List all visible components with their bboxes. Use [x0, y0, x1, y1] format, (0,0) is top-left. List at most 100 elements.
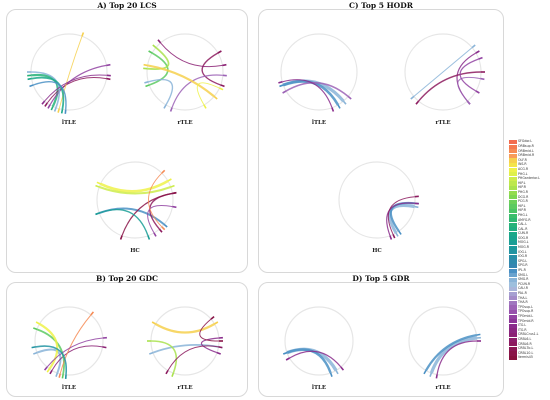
legend-item: ORBsup.R — [509, 144, 550, 150]
region-node-tick — [285, 357, 290, 361]
legend-item: ORBmid.R — [509, 153, 550, 159]
legend-label: ORBmid.L — [518, 148, 534, 153]
region-node-tick — [143, 63, 148, 67]
legend-label: HIP.L — [518, 180, 526, 185]
connection-arc — [199, 318, 220, 342]
legend-swatch — [509, 277, 517, 282]
legend-swatch — [509, 149, 517, 154]
legend-item: TPOsup.L — [509, 305, 550, 310]
region-node-tick — [410, 95, 415, 100]
legend-item: TPOsup.R — [509, 309, 550, 315]
region-node-tick — [41, 100, 46, 105]
connection-arc — [201, 52, 221, 86]
circle-group-label: rTLE — [177, 385, 192, 391]
legend-swatch — [509, 190, 517, 195]
circle-group-label: rTLE — [177, 120, 192, 126]
legend-swatch — [509, 218, 517, 223]
region-node-tick — [153, 232, 157, 237]
legend-item: PHGanterior.L — [509, 176, 550, 182]
circle-d-ltle: lTLE — [283, 306, 354, 391]
connection-arc — [282, 79, 333, 108]
legend-item: PAL.R — [509, 291, 550, 297]
panel-title-a: A) Top 20 LCS — [97, 1, 157, 10]
legend-swatch — [509, 328, 517, 333]
legend-swatch — [509, 208, 517, 214]
circle-ring — [150, 306, 220, 376]
circle-a-rtle: rTLE — [143, 33, 227, 126]
legend-item: CRBLCrus1.L — [509, 332, 550, 338]
legend-item: SMG.L — [509, 273, 550, 278]
legend-label: HIP.R — [518, 185, 526, 190]
region-node-tick — [171, 372, 175, 377]
legend-swatch — [509, 332, 517, 338]
legend-label: TPOsup.L — [518, 304, 533, 309]
region-node-tick — [57, 108, 60, 113]
region-node-tick — [152, 44, 157, 49]
region-node-tick — [35, 321, 40, 325]
region-node-tick — [414, 205, 419, 209]
region-color-legend: SFGdor.L ORBsup.R ORBmid.L ORBmid.R OLF.R INS… — [509, 139, 550, 361]
legend-swatch — [509, 199, 517, 204]
region-node-tick — [55, 372, 59, 377]
connection-arc — [160, 42, 223, 68]
legend-item: SFGdor.L — [509, 139, 550, 145]
region-node-tick — [49, 370, 53, 375]
circle-ring — [280, 33, 358, 111]
connection-arc — [285, 81, 349, 98]
region-node-tick — [161, 169, 166, 174]
legend-item: CRBL6.L — [509, 337, 550, 343]
connection-arc — [51, 345, 103, 371]
circle-group-label: lTLE — [312, 385, 326, 391]
legend-swatch — [509, 291, 517, 296]
circle-group-label: rTLE — [435, 385, 450, 391]
region-node-tick — [158, 228, 163, 233]
legend-item: CAU.R — [509, 286, 550, 292]
region-node-tick — [283, 351, 288, 355]
legend-label: CRBL7b.L — [518, 346, 534, 351]
panel-b-graphics: lTLE rTLE — [31, 306, 223, 391]
connection-arc — [425, 334, 477, 371]
region-node-tick — [119, 235, 123, 240]
region-node-tick — [214, 321, 219, 325]
legend-swatch — [509, 250, 517, 255]
region-node-tick — [475, 90, 480, 94]
connection-arc — [200, 337, 219, 354]
panel-title-d: D) Top 5 GDR — [352, 274, 410, 283]
region-node-tick — [471, 44, 476, 49]
legend-label: CRBL6.R — [518, 341, 532, 346]
region-node-tick — [44, 102, 48, 107]
legend-label: THA.L — [518, 295, 528, 300]
region-node-tick — [106, 77, 111, 81]
legend-label: ORBsup.R — [518, 144, 534, 148]
connection-arc — [149, 192, 173, 230]
region-node-tick — [163, 223, 168, 228]
legend-label: PHGanterior.L — [518, 176, 540, 181]
region-node-tick — [151, 321, 156, 325]
region-node-tick — [398, 230, 402, 235]
region-node-tick — [331, 107, 335, 112]
legend-swatch — [509, 287, 517, 292]
panel-title-b: B) Top 20 GDC — [95, 274, 158, 283]
legend-swatch — [509, 172, 517, 177]
region-node-tick — [53, 107, 57, 112]
legend-item: CRBL7b.L — [509, 346, 550, 352]
legend-label: INS.R — [518, 162, 527, 167]
connection-arc — [286, 348, 332, 374]
region-node-tick — [95, 184, 100, 188]
connection-arc — [413, 47, 473, 97]
region-node-tick — [478, 56, 483, 60]
region-node-tick — [31, 346, 36, 349]
connection-arc — [418, 71, 482, 102]
legend-swatch — [509, 222, 517, 227]
circle-group-label: lTLE — [62, 120, 76, 126]
legend-swatch — [509, 319, 517, 324]
legend-swatch — [509, 309, 517, 315]
legend-item: CUN.R — [509, 231, 550, 237]
region-node-tick — [43, 366, 48, 371]
legend-swatch — [509, 254, 517, 260]
connection-arc — [150, 340, 178, 374]
connection-arc — [429, 336, 478, 374]
legend-label: DCG.R — [518, 194, 529, 199]
legend-swatch — [509, 296, 517, 301]
legend-label: CAL.L — [518, 222, 527, 227]
